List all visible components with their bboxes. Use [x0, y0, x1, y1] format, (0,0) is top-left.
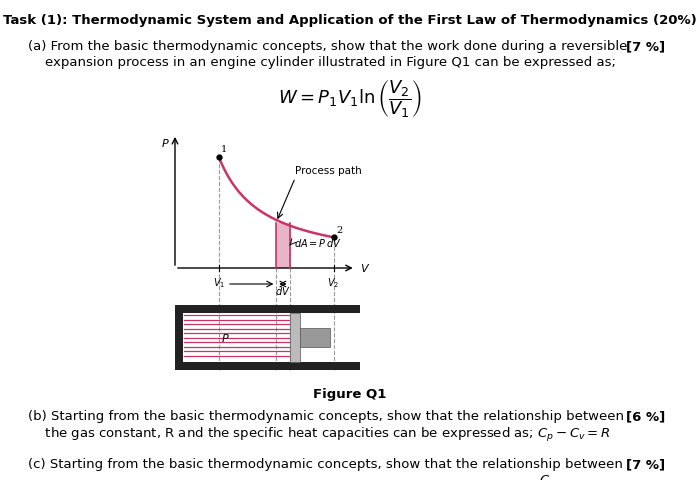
Text: (c) Starting from the basic thermodynamic concepts, show that the relationship b: (c) Starting from the basic thermodynami…: [28, 458, 623, 471]
Text: [6 %]: [6 %]: [626, 410, 665, 423]
Text: the specific heat capacities for an adiabatic process can be expressed as; $\dfr: the specific heat capacities for an adia…: [28, 474, 583, 480]
Text: expansion process in an engine cylinder illustrated in Figure Q1 can be expresse: expansion process in an engine cylinder …: [28, 56, 616, 69]
Text: Process path: Process path: [295, 166, 362, 176]
Bar: [290, 313, 300, 362]
Text: Figure Q1: Figure Q1: [314, 388, 386, 401]
Text: $dV$: $dV$: [275, 285, 290, 297]
Bar: [175, 362, 360, 370]
Text: [7 %]: [7 %]: [626, 458, 665, 471]
Text: Task (1): Thermodynamic System and Application of the First Law of Thermodynamic: Task (1): Thermodynamic System and Appli…: [3, 14, 697, 27]
Bar: [175, 305, 360, 313]
Text: $V_2$: $V_2$: [328, 276, 340, 290]
Text: (b) Starting from the basic thermodynamic concepts, show that the relationship b: (b) Starting from the basic thermodynami…: [28, 410, 624, 423]
Text: $P$: $P$: [221, 332, 230, 344]
Text: $V$: $V$: [360, 262, 370, 274]
Text: $W = P_1V_1 \ln\left(\dfrac{V_2}{V_1}\right)$: $W = P_1V_1 \ln\left(\dfrac{V_2}{V_1}\ri…: [278, 78, 422, 120]
Text: 1: 1: [221, 145, 228, 155]
Text: $V_1$: $V_1$: [213, 276, 225, 290]
Text: $P$: $P$: [161, 137, 170, 149]
Text: $dA = P\,dV$: $dA = P\,dV$: [293, 237, 341, 249]
Text: [7 %]: [7 %]: [626, 40, 665, 53]
Text: the gas constant, R and the specific heat capacities can be expressed as; $C_p -: the gas constant, R and the specific hea…: [28, 426, 610, 444]
Bar: [175, 305, 183, 370]
Text: 2: 2: [337, 226, 343, 235]
Bar: [276, 223, 290, 268]
Text: (a) From the basic thermodynamic concepts, show that the work done during a reve: (a) From the basic thermodynamic concept…: [28, 40, 627, 53]
Bar: [300, 328, 330, 348]
